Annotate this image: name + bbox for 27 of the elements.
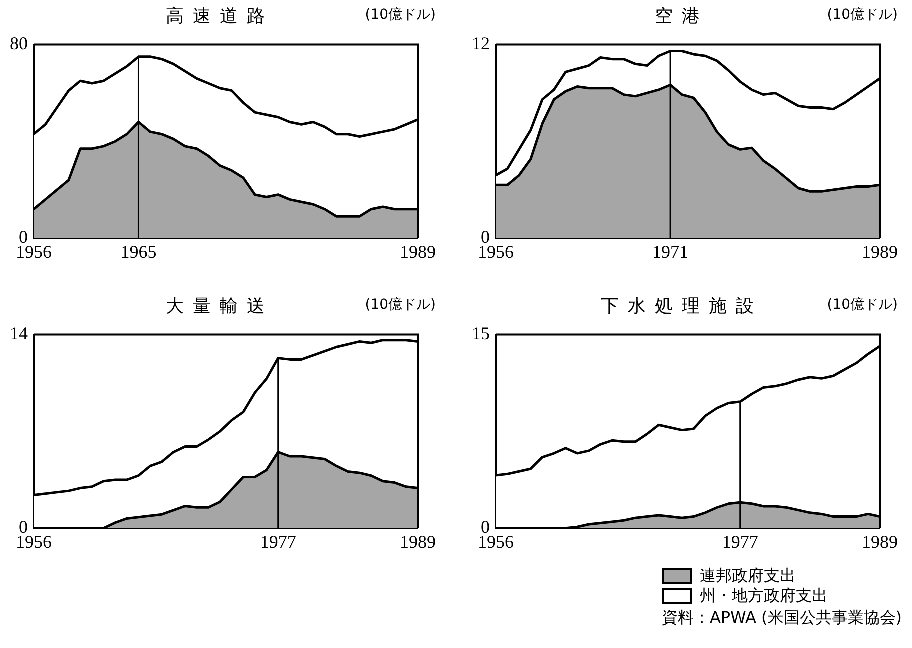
- y-axis-title: (10億ドル): [827, 296, 898, 314]
- y-axis-title: (10億ドル): [365, 296, 436, 314]
- chart-title: 空港: [655, 6, 709, 27]
- x-tick-label: 1965: [120, 242, 157, 262]
- x-tick-label: 1989: [400, 532, 436, 552]
- text: 資料：APWA (米国公共事業協会): [662, 608, 902, 629]
- y-tick-label: 0: [481, 227, 490, 248]
- chart-title: 高速道路: [166, 6, 274, 27]
- legend-label: 連邦政府支出: [700, 566, 796, 586]
- y-axis-title: (10億ドル): [827, 6, 898, 24]
- y-tick-label: 0: [481, 517, 490, 538]
- legend-label: 州・地方政府支出: [700, 586, 828, 606]
- chart-title: 下水処理施設: [601, 296, 763, 317]
- x-tick-label: 1977: [722, 532, 758, 552]
- y-tick-label: 80: [10, 34, 28, 54]
- x-tick-label: 1989: [400, 242, 436, 262]
- x-tick-label: 1977: [260, 532, 296, 552]
- x-tick-label: 1989: [862, 242, 898, 262]
- chart-title: 大量輸送: [166, 296, 274, 317]
- y-tick-label: 14: [10, 324, 28, 344]
- y-tick-label: 15: [472, 324, 490, 344]
- y-tick-label: 12: [472, 34, 490, 54]
- y-axis-title: (10億ドル): [365, 6, 436, 24]
- x-tick-label: 1989: [862, 532, 898, 552]
- x-tick-label: 1971: [652, 242, 689, 262]
- y-tick-label: 0: [19, 517, 28, 538]
- y-tick-label: 0: [19, 227, 28, 248]
